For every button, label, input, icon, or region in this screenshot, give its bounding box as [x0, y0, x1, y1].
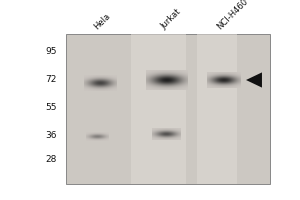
Text: Hela: Hela — [93, 11, 112, 31]
Bar — [66, 34, 270, 184]
Text: 55: 55 — [46, 104, 57, 112]
Text: 72: 72 — [46, 75, 57, 84]
Text: 95: 95 — [46, 47, 57, 56]
Text: 36: 36 — [46, 132, 57, 140]
Text: Jurkat: Jurkat — [159, 7, 182, 31]
Bar — [196, 34, 237, 184]
Polygon shape — [246, 72, 262, 88]
Text: NCI-H460: NCI-H460 — [216, 0, 250, 31]
Bar — [130, 34, 186, 184]
Text: 28: 28 — [46, 156, 57, 164]
